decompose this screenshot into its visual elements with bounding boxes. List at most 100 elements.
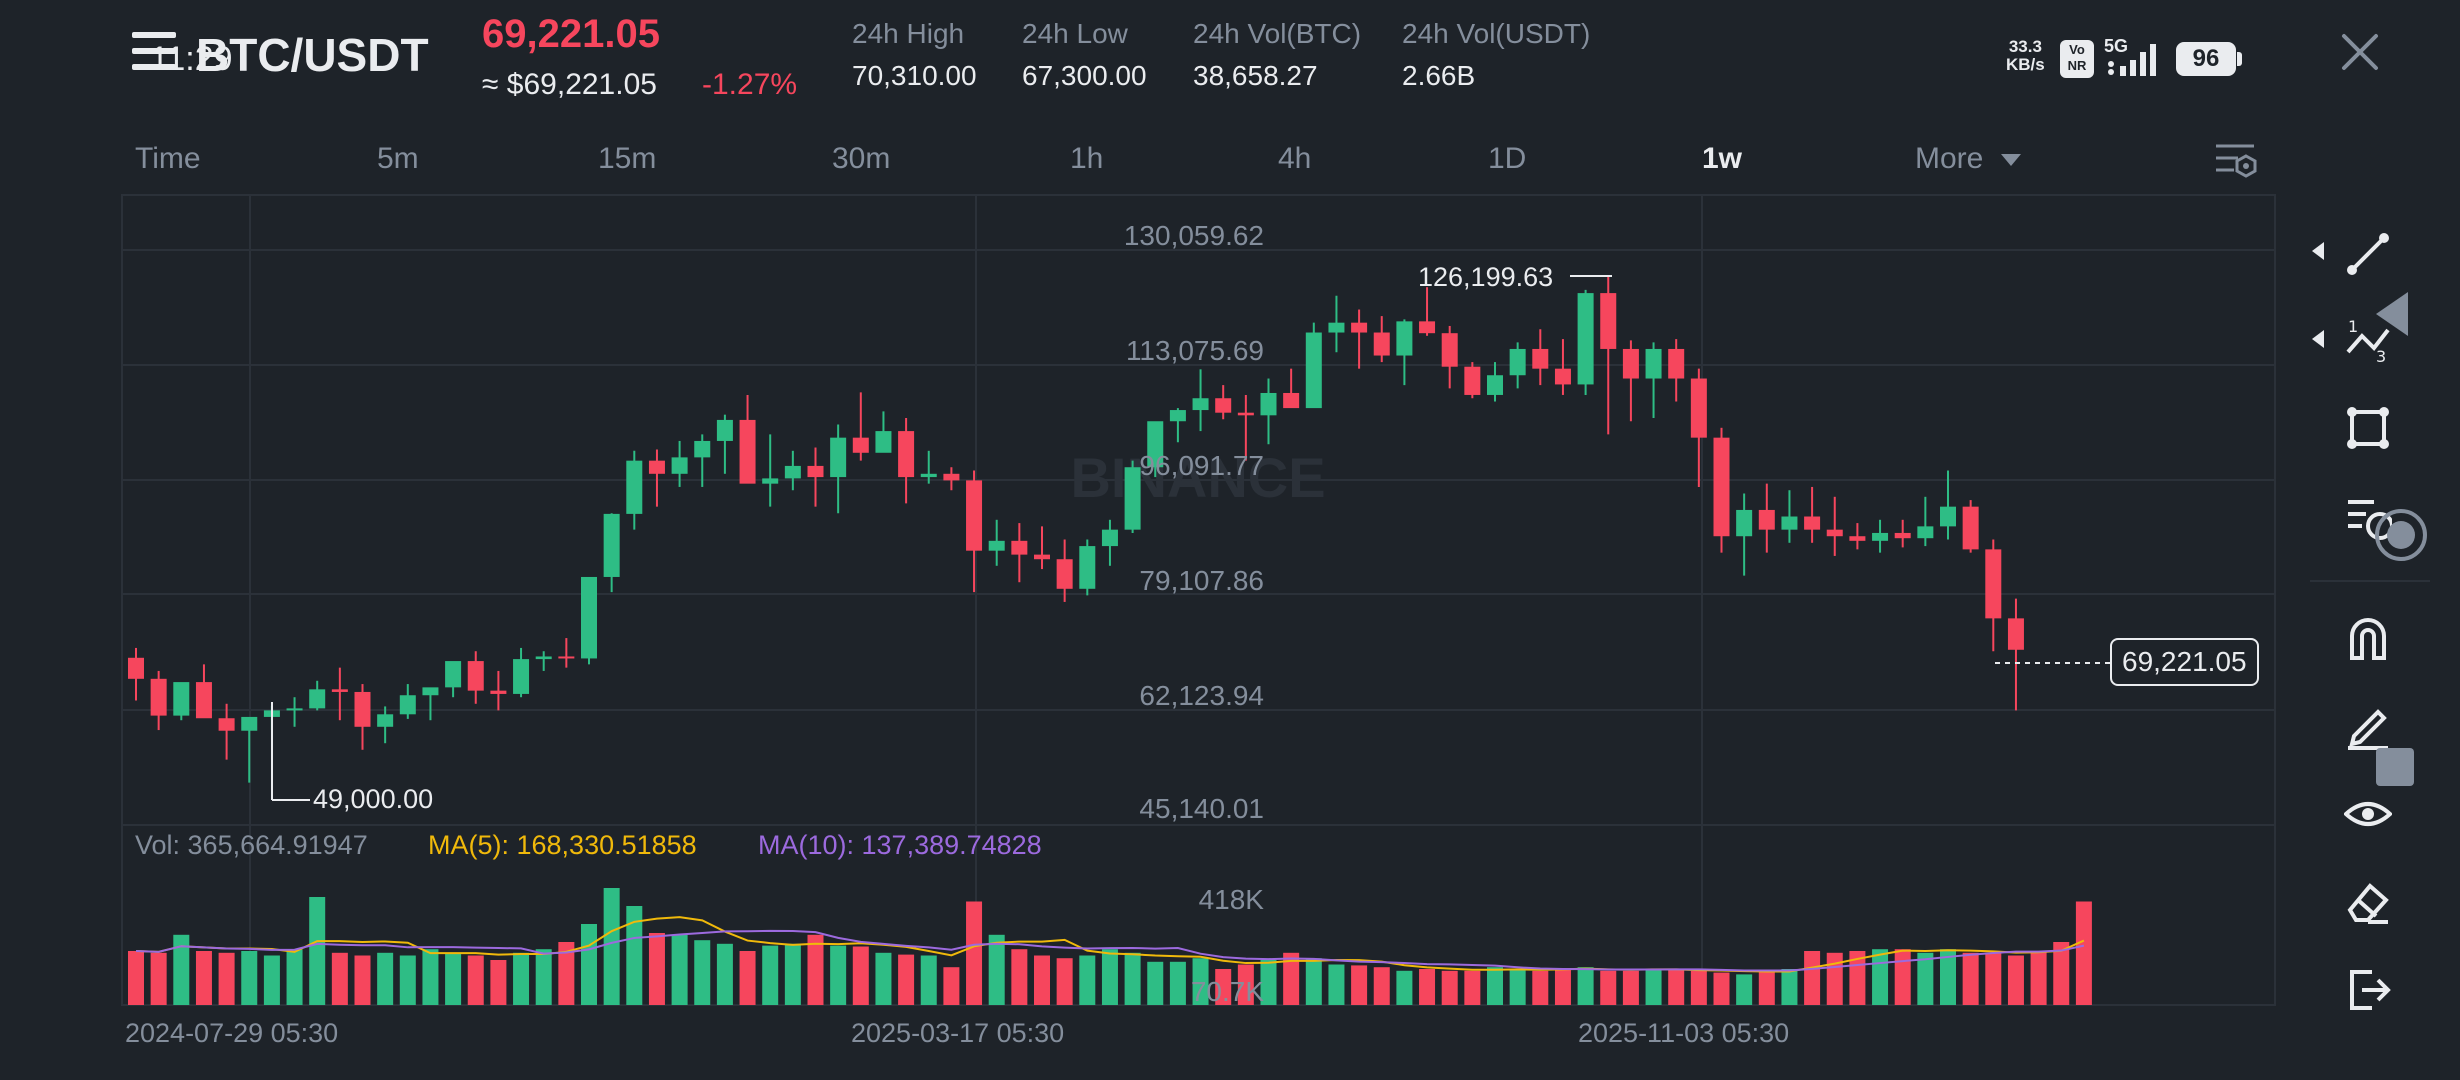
close-icon[interactable] — [2340, 32, 2380, 72]
volume-bar — [377, 952, 394, 1005]
tab-30m[interactable]: 30m — [832, 142, 891, 175]
volume-bar — [1305, 958, 1322, 1005]
volume-bar — [807, 934, 824, 1005]
expand-arrow-icon[interactable] — [2310, 238, 2326, 264]
volume-bar — [1011, 949, 1028, 1005]
volume-bar — [1487, 967, 1503, 1005]
candle — [1622, 348, 1639, 379]
candle — [1351, 322, 1368, 333]
y-tick: 45,140.01 — [1139, 793, 1264, 824]
volume-bar — [422, 949, 439, 1005]
network-type: 5G — [2104, 36, 2129, 56]
trend-line-icon[interactable] — [2344, 230, 2392, 278]
candle — [1804, 516, 1821, 530]
tab-4h[interactable]: 4h — [1278, 142, 1312, 175]
tab-15m[interactable]: 15m — [598, 142, 657, 175]
y-tick: 62,123.94 — [1139, 680, 1264, 711]
stat-value-high: 70,310.00 — [852, 60, 977, 91]
candle — [1940, 506, 1956, 527]
pair-title[interactable]: BTC/USDT — [196, 29, 429, 81]
ma10-line — [135, 929, 2085, 972]
volume-bar — [1532, 970, 1549, 1005]
svg-text:1: 1 — [2348, 317, 2358, 336]
brush-icon[interactable] — [2344, 702, 2392, 750]
exit-icon[interactable] — [2344, 966, 2392, 1014]
candle — [1872, 532, 1889, 541]
volume-bar — [898, 954, 915, 1005]
brush-color-swatch[interactable] — [2376, 748, 2414, 786]
candle — [1668, 348, 1685, 379]
candle — [1736, 509, 1753, 537]
candle — [1215, 398, 1232, 413]
tab-1d[interactable]: 1D — [1488, 142, 1527, 175]
candle — [1849, 536, 1866, 541]
volume-bar — [1124, 952, 1141, 1005]
watermark: BINANCE — [1070, 446, 1325, 509]
net-speed-value: 33.3 — [2008, 37, 2042, 56]
stat-label-vol-btc: 24h Vol(BTC) — [1193, 18, 1362, 49]
candle — [1690, 378, 1707, 438]
menu-icon[interactable] — [132, 32, 176, 76]
candle — [648, 460, 665, 474]
volume-bar — [354, 955, 371, 1005]
volume-bar — [1872, 949, 1889, 1005]
candle — [1011, 540, 1028, 555]
volume-axis-tick: 70.7K — [1190, 976, 1264, 1007]
volume-bar — [150, 952, 167, 1005]
collapse-toolbar-icon[interactable] — [2372, 290, 2412, 338]
candle — [852, 437, 869, 453]
volume-bar — [286, 949, 303, 1005]
candle — [784, 465, 801, 479]
fib-icon[interactable]: 1 3 — [2344, 316, 2392, 364]
candle — [195, 682, 212, 719]
candle — [1169, 410, 1186, 422]
eraser-icon[interactable] — [2344, 878, 2392, 926]
candle — [1056, 559, 1073, 589]
volume-bar — [2030, 951, 2047, 1005]
candle — [1917, 526, 1934, 539]
expand-arrow-icon[interactable] — [2310, 326, 2326, 352]
battery-tip — [2237, 52, 2242, 66]
volume-bar — [558, 942, 575, 1005]
stat-value-vol-btc: 38,658.27 — [1193, 60, 1318, 91]
volume-bar — [1826, 952, 1843, 1005]
candle — [535, 656, 552, 660]
candle — [671, 457, 688, 474]
volume-bar — [1940, 949, 1956, 1005]
candle — [830, 437, 847, 478]
candle — [173, 682, 190, 716]
magnet-icon[interactable] — [2344, 614, 2392, 662]
tab-time[interactable]: Time — [135, 142, 201, 175]
candle — [218, 718, 235, 731]
tab-5m[interactable]: 5m — [377, 142, 419, 175]
candle — [1396, 321, 1413, 356]
volume-bar — [1690, 970, 1707, 1005]
svg-text:3: 3 — [2376, 347, 2386, 364]
rectangle-icon[interactable] — [2344, 404, 2392, 452]
tab-1w[interactable]: 1w — [1702, 142, 1743, 175]
stat-label-high: 24h High — [852, 18, 965, 49]
candle — [1034, 554, 1050, 560]
volume-bar — [603, 888, 620, 1005]
ma10-legend: MA(10): 137,389.74828 — [758, 830, 1042, 860]
eye-icon[interactable] — [2344, 790, 2392, 838]
volume-bar — [1577, 967, 1594, 1005]
x-tick: 2025-11-03 05:30 — [1578, 1018, 1790, 1048]
volume-bar — [1169, 961, 1186, 1005]
candle — [1487, 375, 1503, 395]
candle — [626, 460, 643, 514]
volume-bar — [1736, 974, 1753, 1005]
volume-bar — [263, 955, 280, 1005]
indicator-icon[interactable] — [2344, 494, 2392, 542]
change-pct: -1.27% — [702, 68, 798, 101]
candle — [716, 419, 733, 441]
candle — [377, 714, 394, 727]
volume-bar — [1056, 958, 1073, 1005]
chart-settings-icon[interactable] — [2214, 140, 2258, 180]
tab-more[interactable]: More — [1915, 142, 2022, 176]
volume-bar — [467, 955, 484, 1005]
tab-1h[interactable]: 1h — [1070, 142, 1104, 175]
volume-bar — [1554, 969, 1571, 1005]
y-tick: 79,107.86 — [1139, 565, 1264, 596]
